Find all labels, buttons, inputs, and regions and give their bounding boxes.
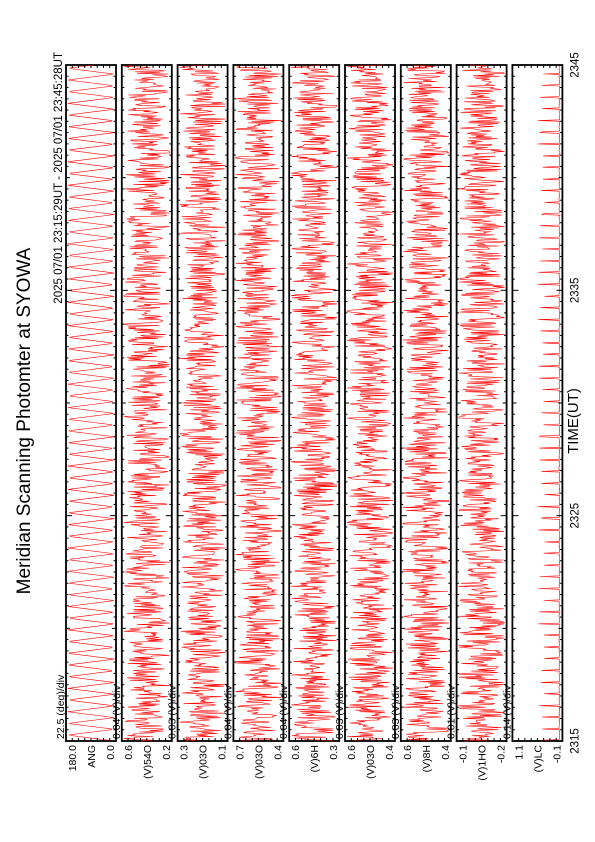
y-tick-label: 0.2 [161, 745, 173, 760]
y-tick-label: 0.6 [402, 745, 414, 760]
panel-scale-label: 0.04 (V)/div [222, 685, 234, 739]
panel-scale-label: 0.14 (V)/div [501, 685, 513, 739]
panel-8: 0.01 (V)/div-0.1 -0.2 (V)1HO [446, 64, 508, 781]
panel-frame [288, 64, 341, 742]
signal-trace [291, 64, 338, 742]
y-tick-label: 0.7 [234, 745, 246, 760]
panel-frame [65, 64, 117, 742]
y-tick-label: 0.4 [272, 745, 284, 760]
y-tick-label: 1.1 [513, 745, 525, 760]
signal-trace [123, 64, 171, 742]
channel-label: (V)LC [532, 745, 544, 773]
signal-trace [67, 64, 115, 742]
channel-label: ANG [86, 745, 98, 768]
panel-scale-label: 0.03 (V)/div [167, 685, 179, 739]
y-tick-label: -0.1 [458, 745, 470, 763]
y-tick-label: 0.4 [440, 745, 452, 760]
y-tick-label: 0.3 [179, 745, 191, 760]
y-tick-label: 0.4 [384, 745, 396, 760]
y-tick-label: 0.3 [328, 745, 340, 760]
x-tick-label: 2345 [569, 52, 581, 78]
y-tick-label: -0.2 [496, 745, 508, 763]
y-tick-label: 0.6 [290, 745, 302, 760]
x-tick-label: 2325 [569, 503, 581, 529]
y-tick-label: 0.0 [105, 745, 117, 760]
panel-scale-label: 0.03 (V)/div [334, 685, 346, 739]
panel-scale-label: 0.03 (V)/div [390, 685, 402, 739]
x-tick-labels: 2315 2325 2335 2345 [569, 52, 581, 754]
figure-title: Meridian Scanning Photomter at SYOWA [14, 247, 35, 594]
signal-trace [537, 64, 561, 742]
panel-scale-label: 0.01 (V)/div [446, 685, 458, 739]
y-tick-label: 180.0 [67, 745, 79, 771]
signal-trace [458, 64, 505, 742]
x-axis-label: TIME(UT) [565, 388, 582, 454]
y-tick-label: 0.1 [217, 745, 229, 760]
x-tick-label: 2335 [569, 278, 581, 304]
channel-label: (V)8H [421, 745, 433, 772]
y-tick-label: 0.6 [346, 745, 358, 760]
channel-label: (V)03O [365, 745, 377, 779]
time-range-label: 2025 07/01 23:15:29UT - 2025 07/01 23:45… [53, 52, 65, 304]
y-tick-label: 0.6 [123, 745, 135, 760]
panel-scale-label: 22.5 (deg)/div [55, 674, 67, 739]
channel-label: (V)03O [198, 745, 210, 779]
panel-scale-label: 0.04 (V)/div [111, 685, 123, 739]
signal-trace [346, 64, 394, 742]
channel-label: (V)1HO [477, 745, 489, 781]
channel-label: (V)54O [142, 745, 154, 779]
panel-scale-label: 0.04 (V)/div [278, 685, 290, 739]
channel-label: (V)03O [253, 745, 265, 779]
y-tick-label: -0.1 [551, 745, 563, 763]
signal-trace [402, 64, 450, 742]
signal-trace [179, 64, 226, 742]
signal-trace [235, 64, 282, 742]
x-tick-label: 2315 [569, 728, 581, 754]
channel-label: (V)6H [309, 745, 321, 772]
